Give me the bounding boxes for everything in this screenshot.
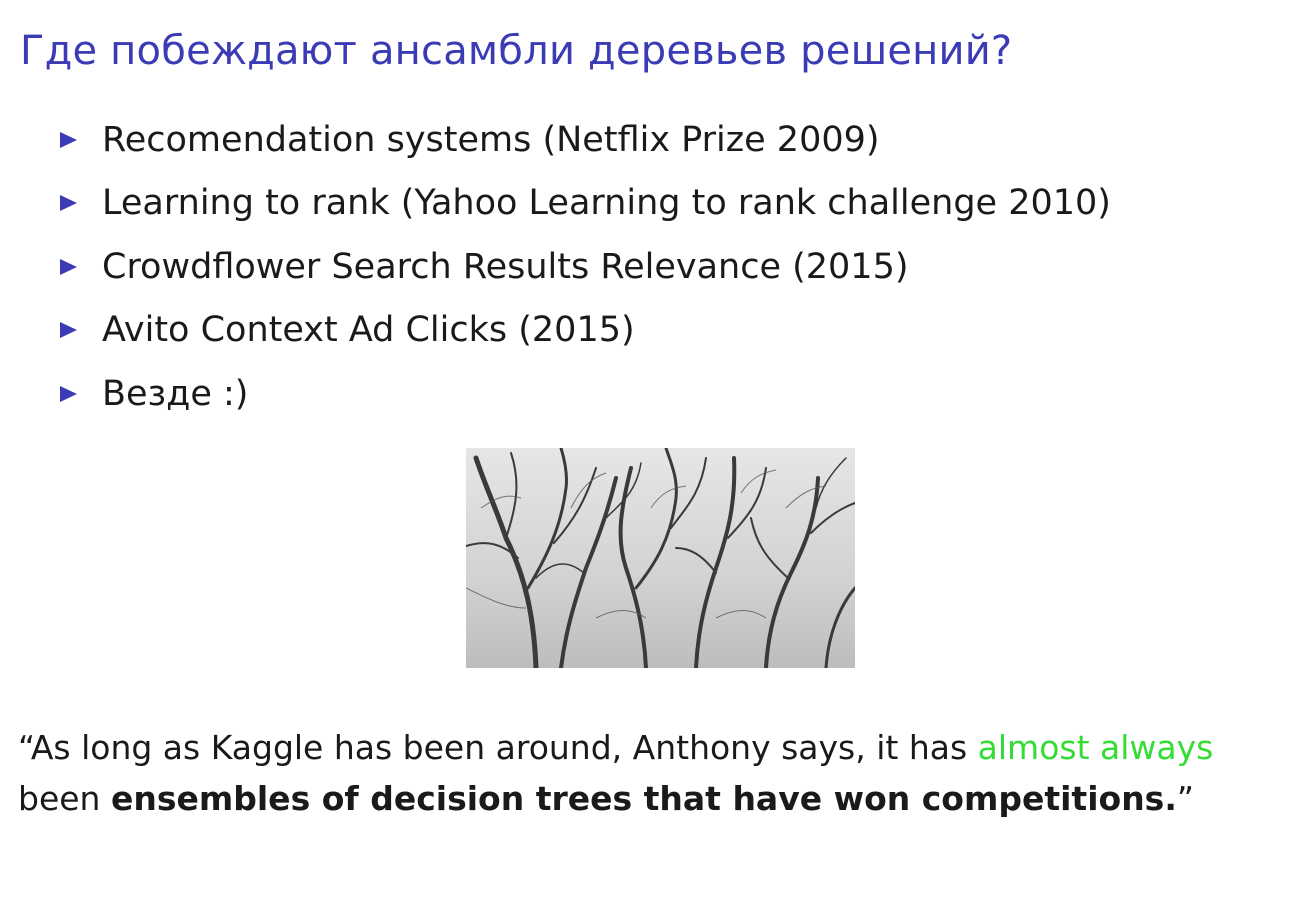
bullet-text: Avito Context Ad Clicks (2015) (102, 310, 635, 351)
bullet-item: Learning to rank (Yahoo Learning to rank… (60, 172, 1111, 236)
kaggle-quote: “As long as Kaggle has been around, Anth… (18, 722, 1298, 824)
triangle-right-icon (60, 195, 77, 212)
bullet-text: Recomendation systems (Netflix Prize 200… (102, 119, 880, 160)
bullet-list: Recomendation systems (Netflix Prize 200… (60, 108, 1111, 426)
bullet-item: Recomendation systems (Netflix Prize 200… (60, 108, 1111, 172)
triangle-right-icon (60, 322, 77, 339)
quote-highlight: almost always (977, 728, 1214, 767)
triangle-right-icon (60, 385, 77, 402)
quote-line-1: “As long as Kaggle has been around, Anth… (18, 722, 1298, 773)
bullet-text: Везде :) (102, 373, 249, 414)
triangle-right-icon (60, 131, 77, 148)
bullet-text: Learning to rank (Yahoo Learning to rank… (102, 183, 1111, 224)
triangle-right-icon (60, 258, 77, 275)
slide-title: Где побеждают ансамбли деревьев решений? (20, 28, 1013, 74)
quote-text: been (18, 779, 111, 818)
bullet-text: Crowdflower Search Results Relevance (20… (102, 246, 909, 287)
quote-line-2: been ensembles of decision trees that ha… (18, 773, 1298, 824)
bullet-item: Везде :) (60, 362, 1111, 426)
bullet-item: Avito Context Ad Clicks (2015) (60, 299, 1111, 363)
quote-close-mark: ” (1176, 779, 1194, 818)
bullet-item: Crowdflower Search Results Relevance (20… (60, 235, 1111, 299)
quote-text: “As long as Kaggle has been around, Anth… (18, 728, 978, 767)
trees-photo (466, 448, 855, 668)
quote-emphasis: ensembles of decision trees that have wo… (110, 779, 1177, 818)
